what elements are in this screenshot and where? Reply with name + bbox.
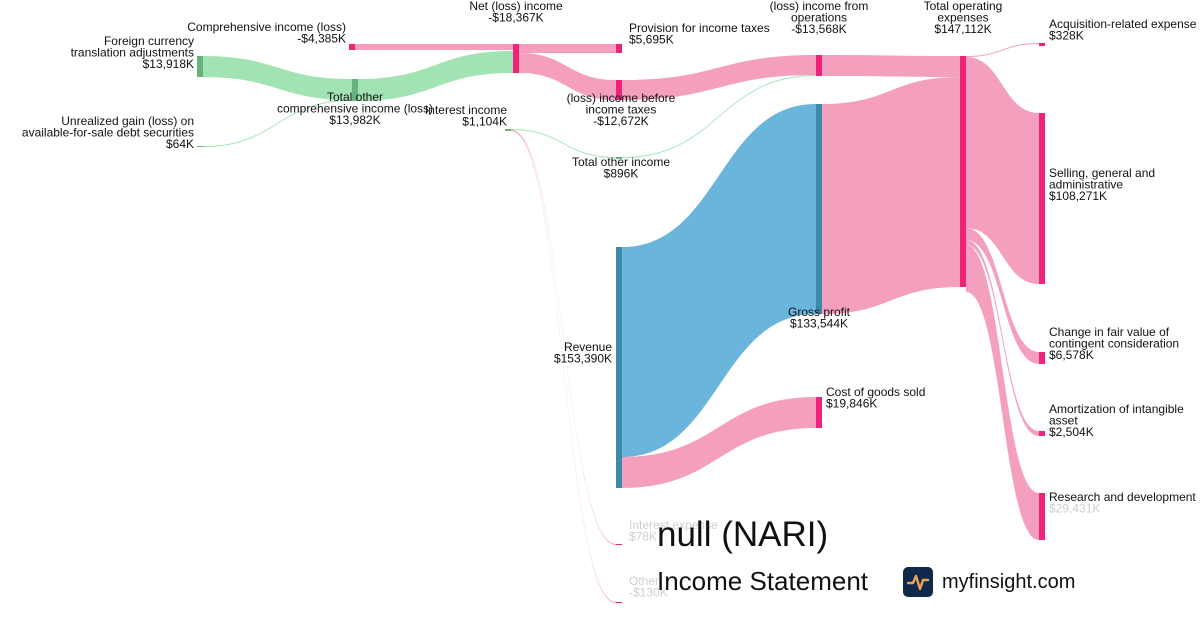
sankey-node-total_oci — [352, 79, 358, 101]
sankey-node-other_income — [616, 157, 622, 159]
sankey-link-pretax-to-op_income — [622, 55, 816, 100]
sankey-label-other_exp: Other -$130K — [629, 574, 668, 600]
sankey-node-net_income — [513, 44, 519, 73]
sankey-label-other_income: Total other income $896K — [572, 155, 670, 181]
sankey-nodes — [197, 43, 1045, 603]
sankey-label-pretax: (loss) income before income taxes -$12,672… — [567, 91, 676, 128]
sankey-link-opex-to-contingent — [966, 228, 1039, 364]
sankey-label-acq: Acquisition-related expense $328K — [1049, 17, 1197, 43]
sankey-link-opex-to-sga — [966, 57, 1039, 284]
sankey-link-revenue-to-gross_profit — [622, 104, 816, 457]
sankey-link-interest_income-to-other_exp — [511, 130, 616, 603]
sankey-node-rnd — [1039, 493, 1045, 540]
pulse-line-icon — [903, 567, 933, 597]
sankey-label-tax: Provision for income taxes $5,695K — [629, 21, 770, 47]
sankey-link-interest_income-to-other_income — [511, 129, 616, 158]
sankey-node-pretax — [616, 80, 622, 100]
sankey-node-revenue — [616, 247, 622, 488]
sankey-label-cogs: Cost of goods sold $19,846K — [826, 385, 925, 411]
sankey-link-total_oci-to-net_income — [358, 51, 513, 101]
page-title: null (NARI) — [657, 515, 829, 554]
sankey-link-op_income-to-opex — [822, 55, 960, 77]
sankey-node-afs — [197, 146, 203, 147]
sankey-node-interest_expense — [616, 544, 622, 545]
sankey-node-acq — [1039, 43, 1045, 46]
sankey-node-comprehensive — [349, 44, 355, 50]
sankey-node-amort — [1039, 431, 1045, 436]
sankey-node-interest_income — [505, 129, 511, 131]
sankey-label-op_income: (loss) income from operations -$13,568K — [770, 0, 869, 36]
sankey-label-amort: Amortization of intangible asset $2,504K — [1049, 402, 1184, 439]
sankey-node-sga — [1039, 113, 1045, 284]
sankey-label-contingent: Change in fair value of contingent consid… — [1049, 325, 1179, 362]
sankey-label-revenue: Revenue $153,390K — [554, 340, 612, 366]
sankey-link-net_income-to-tax — [519, 44, 616, 53]
brand-name: myfinsight.com — [942, 570, 1076, 593]
sankey-label-total_oci: Total other comprehensive income (loss) $1… — [277, 90, 433, 127]
sankey-link-other_income-to-op_income — [622, 75, 816, 158]
sankey-label-interest_expense: Interest expense $78K — [629, 518, 718, 544]
sankey-label-interest_income: Interest income $1,104K — [425, 103, 507, 129]
sankey-node-op_income — [816, 55, 822, 76]
sankey-label-opex: Total operating expenses $147,112K — [924, 0, 1003, 36]
sankey-link-opex-to-rnd — [966, 245, 1039, 540]
sankey-node-gross_profit — [816, 104, 822, 314]
sankey-label-sga: Selling, general and administrative $108,2… — [1049, 166, 1155, 203]
sankey-labels: Revenue $153,390K Gross profit $133,544K Cos… — [22, 0, 1197, 600]
sankey-link-net_income-to-pretax — [519, 53, 616, 100]
sankey-label-rnd: Research and development $29,431K — [1049, 490, 1196, 516]
sankey-node-contingent — [1039, 352, 1045, 364]
sankey-link-fx-to-total_oci — [203, 56, 352, 100]
sankey-links — [203, 43, 1039, 603]
sankey-link-gross_profit-to-opex — [822, 77, 960, 314]
brand[interactable]: myfinsight.com — [903, 566, 1075, 598]
sankey-link-revenue-to-cogs — [622, 397, 816, 488]
sankey-label-afs: Unrealized gain (loss) on available-for-s… — [22, 114, 194, 151]
sankey-node-opex — [960, 56, 966, 287]
sankey-node-other_exp — [616, 602, 622, 603]
sankey-link-afs-to-total_oci — [203, 100, 352, 147]
sankey-label-comprehensive: Comprehensive income (loss) -$4,385K — [187, 20, 346, 46]
sankey-label-fx: Foreign currency translation adjustments $… — [71, 34, 194, 71]
sankey-node-fx — [197, 56, 203, 77]
sankey-label-gross_profit: Gross profit $133,544K — [788, 305, 851, 331]
sankey-link-opex-to-amort — [966, 240, 1039, 436]
sankey-link-comprehensive-to-net_income — [355, 44, 513, 50]
sankey-node-cogs — [816, 397, 822, 428]
sankey-link-interest_income-to-interest_expense — [511, 130, 616, 545]
page-subtitle: Income Statement — [657, 566, 868, 596]
sankey-link-opex-to-acq — [966, 43, 1039, 57]
sankey-label-net_income: Net (loss) income -$18,367K — [469, 0, 563, 25]
sankey-node-tax — [616, 44, 622, 53]
